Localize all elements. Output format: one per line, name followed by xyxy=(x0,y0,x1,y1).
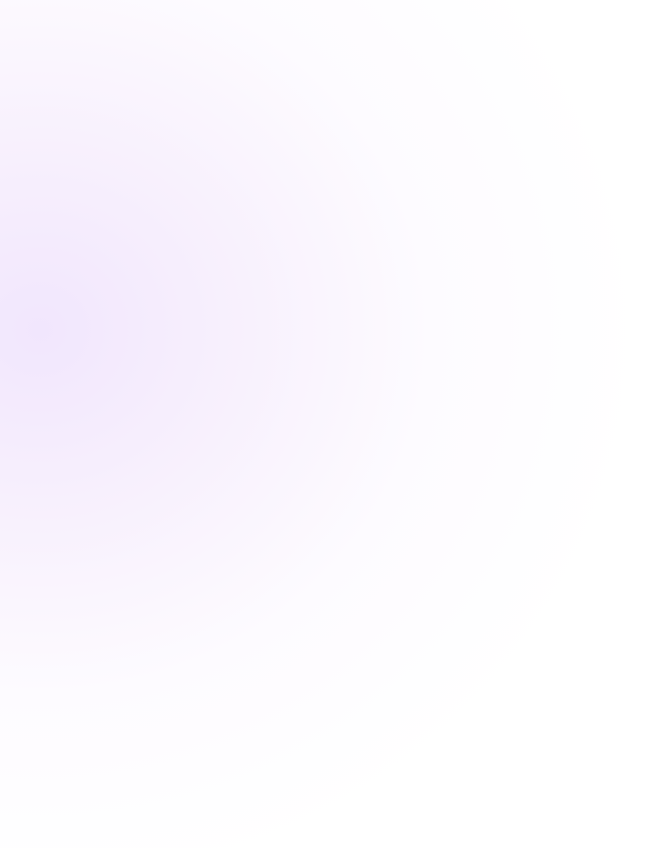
page-background xyxy=(0,0,669,848)
